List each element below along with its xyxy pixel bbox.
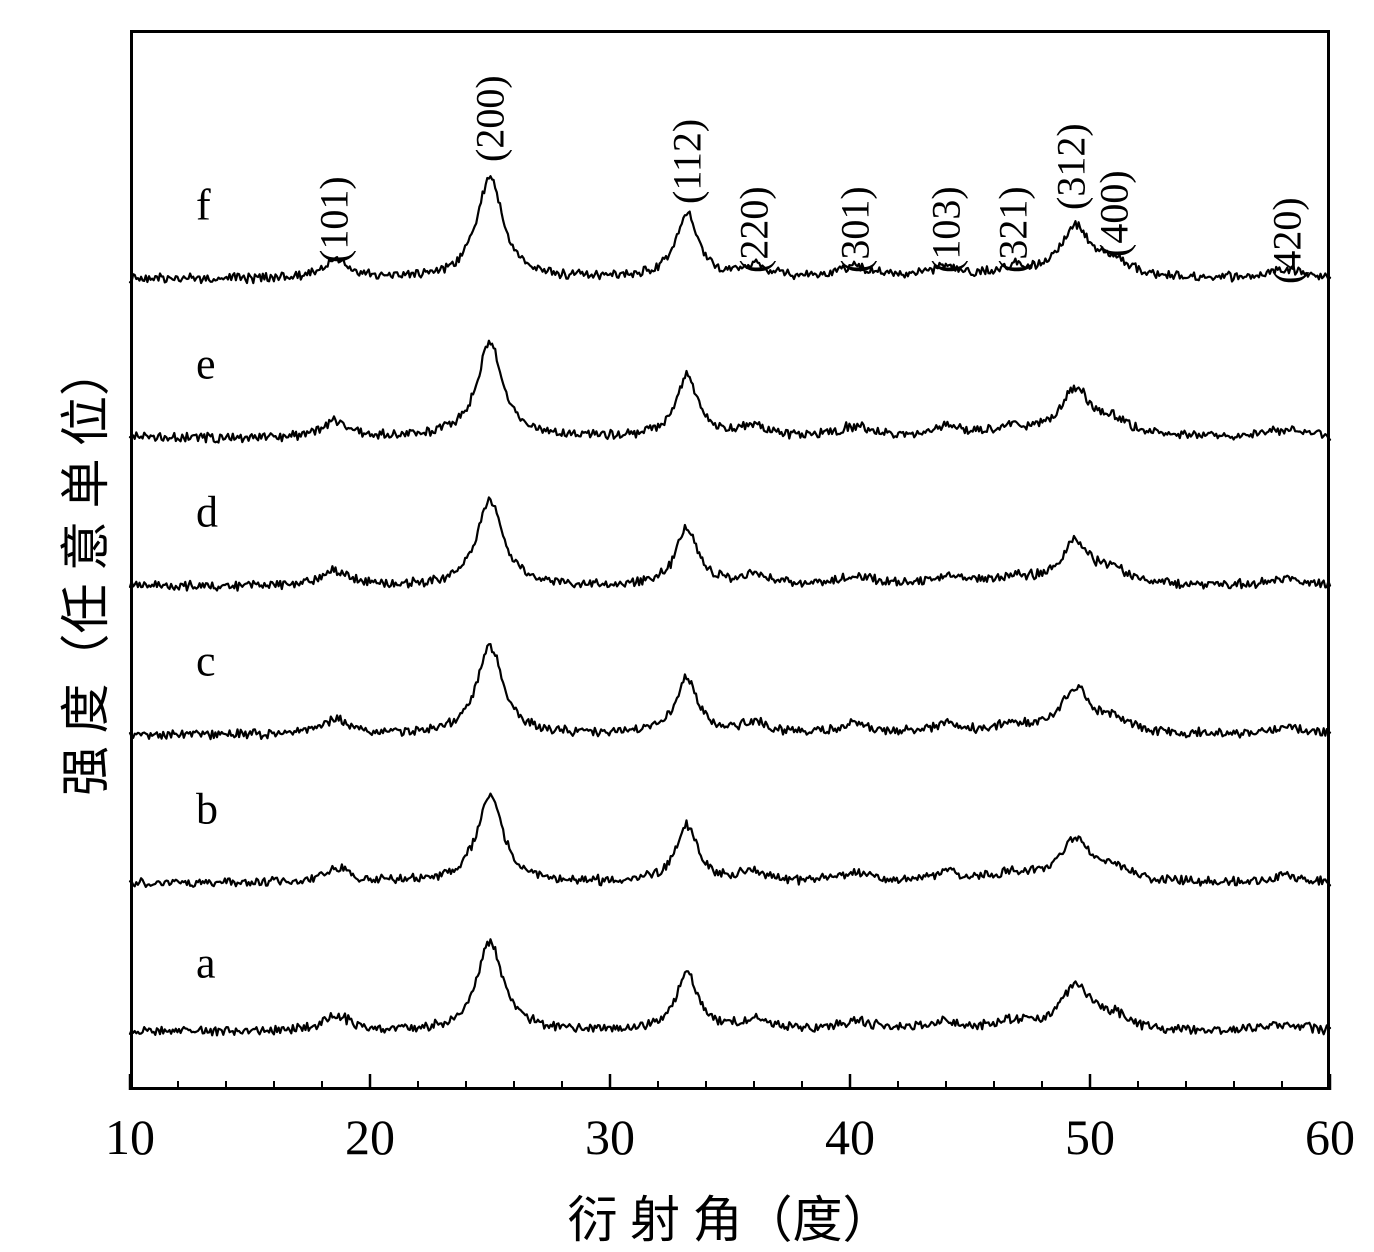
x-tick-label: 10 [105, 1108, 155, 1166]
peak-label: (112) [663, 119, 710, 204]
peak-label: (420) [1263, 197, 1310, 284]
xrd-trace-3 [130, 497, 1330, 590]
xrd-trace-0 [130, 939, 1330, 1035]
peak-label: (101) [311, 176, 358, 263]
x-tick-label: 50 [1065, 1108, 1115, 1166]
peak-label: (103) [923, 186, 970, 273]
y-axis-label: 强 度（任 意 单 位） [46, 41, 118, 1101]
series-label: e [196, 338, 216, 389]
peak-label: (312) [1047, 123, 1094, 210]
series-label: d [196, 487, 218, 538]
peak-label: (400) [1091, 171, 1138, 258]
series-label: c [196, 635, 216, 686]
peak-label: (301) [831, 186, 878, 273]
series-label: b [196, 784, 218, 835]
xrd-trace-1 [130, 794, 1330, 887]
peak-label: (220) [731, 186, 778, 273]
peak-label: (321) [990, 186, 1037, 273]
series-label: a [196, 937, 216, 988]
x-tick-label: 30 [585, 1108, 635, 1166]
x-tick-label: 40 [825, 1108, 875, 1166]
xrd-trace-2 [130, 644, 1330, 739]
series-label: f [196, 179, 211, 230]
xrd-trace-4 [130, 341, 1330, 443]
x-axis-label: 衍 射 角（度） [130, 1180, 1330, 1252]
x-tick-label: 60 [1305, 1108, 1355, 1166]
peak-label: (200) [467, 75, 514, 162]
x-tick-label: 20 [345, 1108, 395, 1166]
